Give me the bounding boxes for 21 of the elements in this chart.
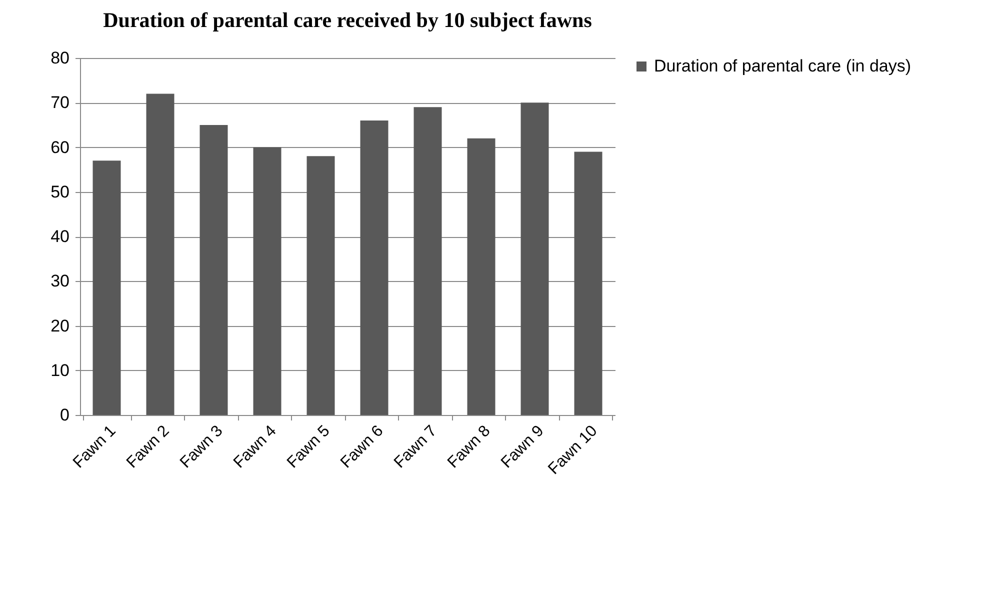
y-tick-label: 10 (50, 360, 70, 380)
bar (360, 120, 388, 415)
y-tick-label: 30 (50, 272, 70, 291)
y-tick-label: 70 (50, 93, 70, 112)
bar (520, 102, 549, 415)
y-tick-label: 50 (50, 182, 70, 202)
legend-label: Duration of parental care (in days) (654, 56, 912, 76)
bar (414, 107, 442, 415)
bar (574, 152, 602, 415)
bar (92, 160, 121, 415)
y-tick-label: 80 (50, 48, 70, 68)
y-tick-label: 0 (60, 406, 70, 424)
y-tick-label: 60 (50, 138, 70, 157)
bar (146, 94, 174, 415)
bar (253, 147, 282, 415)
y-tick-label: 40 (50, 227, 70, 246)
bar (200, 124, 228, 415)
y-tick-label: 20 (50, 316, 70, 336)
bar (467, 138, 496, 415)
bar (306, 156, 335, 415)
chart-title: Duration of parental care received by 10 subject fawns (103, 8, 592, 32)
